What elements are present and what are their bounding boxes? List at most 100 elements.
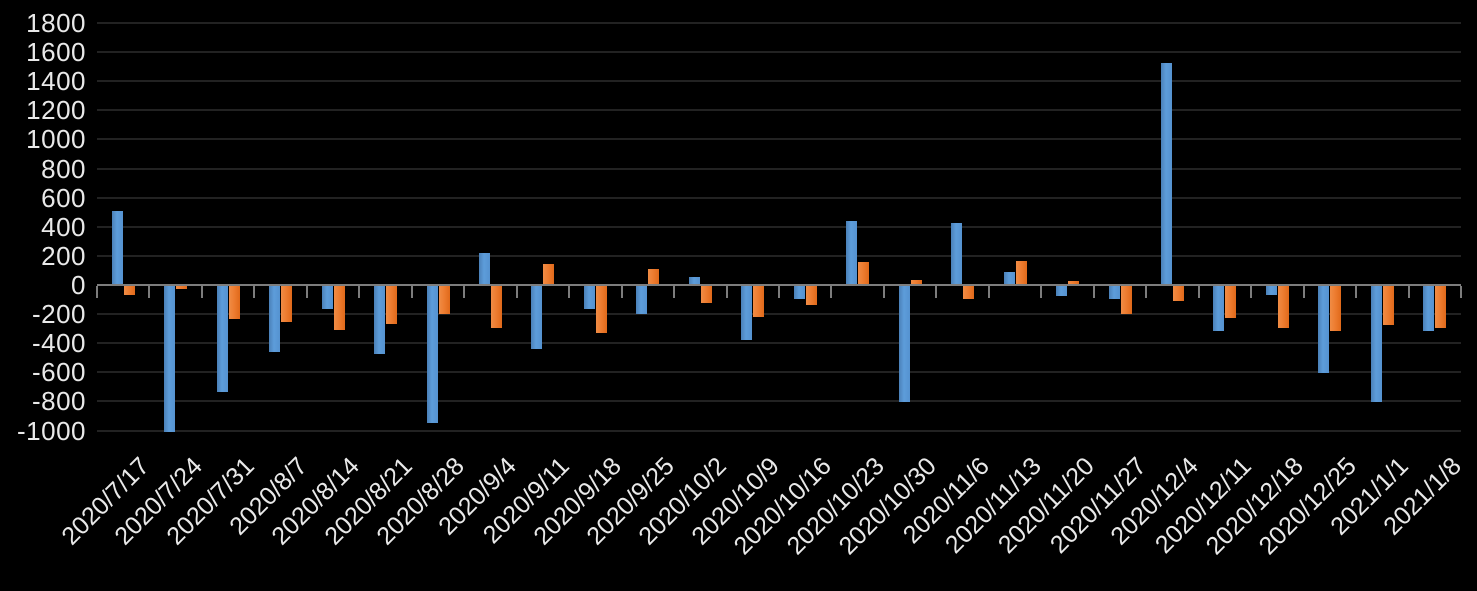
bar-blue [531, 286, 543, 349]
bar-blue [688, 276, 700, 284]
bar-blue [426, 286, 438, 423]
bar-blue [1003, 272, 1015, 284]
bar-blue [951, 222, 963, 284]
bar-blue [164, 286, 176, 432]
y-tick-label: -400 [31, 328, 86, 359]
bar-blue [478, 253, 490, 284]
axis-tick [778, 286, 780, 298]
y-tick-label: -1000 [17, 415, 86, 446]
bar-orange [858, 262, 870, 284]
bar-orange [281, 286, 293, 323]
gridline [97, 138, 1461, 141]
axis-tick [882, 286, 885, 298]
bar-orange [1277, 286, 1289, 329]
bar-blue [321, 286, 333, 310]
axis-tick [1407, 286, 1410, 298]
bar-orange [1068, 281, 1080, 284]
axis-tick [515, 286, 518, 298]
bar-orange [753, 286, 765, 317]
bar-blue [583, 286, 595, 310]
axis-tick [620, 286, 623, 298]
y-tick-label: 800 [41, 153, 86, 184]
axis-tick [1460, 286, 1462, 298]
axis-tick [673, 286, 676, 298]
bar-blue [1108, 286, 1120, 300]
bar-orange [333, 286, 345, 330]
axis-tick [1092, 286, 1095, 298]
axis-tick [830, 286, 833, 298]
y-tick-label: -200 [31, 299, 86, 330]
bar-blue [1370, 286, 1382, 403]
y-tick-label: -800 [31, 386, 86, 417]
bar-orange [176, 286, 188, 289]
bar-orange [1382, 286, 1394, 326]
axis-tick [568, 286, 571, 298]
gridline [97, 80, 1461, 83]
y-tick-label: 600 [41, 182, 86, 213]
axis-tick [96, 286, 98, 298]
gridline [97, 51, 1461, 54]
bar-blue [216, 286, 228, 393]
gridline [97, 313, 1461, 316]
axis-tick [463, 286, 466, 298]
axis-tick [305, 286, 308, 298]
axis-tick [148, 286, 151, 298]
bar-orange [1225, 286, 1237, 319]
bar-orange [648, 269, 660, 284]
bar-blue [1423, 286, 1435, 332]
y-tick-label: 0 [71, 270, 86, 300]
bar-orange [1172, 286, 1184, 301]
bar-orange [438, 286, 450, 314]
bar-blue [1318, 286, 1330, 374]
axis-tick [987, 286, 990, 298]
gridline [97, 22, 1461, 24]
y-tick-label: 1400 [26, 66, 86, 97]
y-tick-label: 200 [41, 240, 86, 271]
bar-blue [898, 286, 910, 403]
bar-orange [543, 263, 555, 284]
bar-blue [793, 286, 805, 300]
bar-blue [741, 286, 753, 340]
bar-blue [846, 221, 858, 284]
y-tick-label: 1600 [26, 37, 86, 68]
gridline [97, 342, 1461, 345]
bar-orange [1015, 260, 1027, 284]
axis-tick [358, 286, 361, 298]
bar-orange [595, 286, 607, 333]
bar-orange [123, 286, 135, 295]
bar-blue [1056, 286, 1068, 297]
y-tick-label: 1200 [26, 95, 86, 126]
axis-tick [1145, 286, 1148, 298]
y-tick-label: 1000 [26, 124, 86, 155]
axis-tick [253, 286, 256, 298]
gridline [97, 254, 1461, 257]
y-tick-label: 400 [41, 211, 86, 242]
bar-orange [228, 286, 240, 320]
gridline [97, 225, 1461, 228]
bar-blue [1160, 62, 1172, 284]
bar-orange [490, 286, 502, 329]
gridline [97, 400, 1461, 403]
bar-blue [374, 286, 386, 355]
axis-tick [725, 286, 728, 298]
bar-blue [111, 211, 123, 284]
axis-tick [1250, 286, 1253, 298]
y-tick-label: -600 [31, 357, 86, 388]
gridline [97, 196, 1461, 199]
y-tick-label: 1800 [26, 8, 86, 38]
axis-tick [935, 286, 938, 298]
gridline [97, 167, 1461, 170]
bar-orange [805, 286, 817, 305]
axis-tick [200, 286, 203, 298]
bar-orange [1330, 286, 1342, 332]
bar-blue [1265, 286, 1277, 295]
bar-orange [386, 286, 398, 324]
axis-tick [1040, 286, 1043, 298]
bar-blue [269, 286, 281, 352]
axis-tick [1355, 286, 1358, 298]
bar-orange [1435, 286, 1447, 329]
bar-blue [636, 286, 648, 314]
zero-axis-line [97, 284, 1461, 286]
axis-tick [410, 286, 413, 298]
